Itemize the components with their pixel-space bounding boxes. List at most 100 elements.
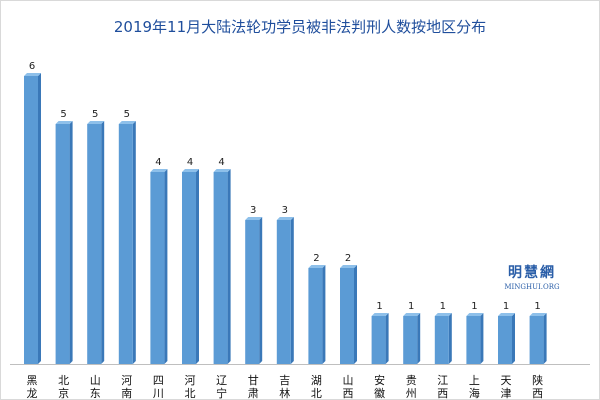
data-label: 2 — [313, 253, 319, 264]
x-tick-label: 西 — [437, 387, 448, 400]
logo-url: MINGHUI.ORG — [504, 283, 560, 291]
bar-top — [371, 313, 389, 316]
bar-side — [322, 265, 326, 364]
data-label: 1 — [471, 301, 477, 312]
x-tick-label: 贵 — [406, 374, 417, 387]
bar — [498, 316, 512, 364]
x-tick-label: 河 — [185, 374, 196, 387]
bar — [529, 316, 544, 364]
x-tick-label: 北 — [311, 387, 322, 400]
bar-side — [227, 169, 231, 364]
x-tick-label: 林 — [279, 386, 290, 400]
bar-side — [385, 313, 389, 364]
data-label: 3 — [250, 205, 256, 216]
x-tick-label: 南 — [121, 387, 132, 400]
x-tick-label: 宁 — [216, 386, 227, 400]
x-tick-label: 上 — [469, 374, 480, 387]
x-tick-label: 川 — [153, 387, 164, 400]
x-tick-label: 安 — [374, 373, 385, 387]
data-label: 1 — [376, 301, 382, 312]
bar-side — [69, 121, 73, 364]
data-label: 5 — [92, 109, 98, 120]
bar-side — [480, 313, 484, 364]
bar-top — [182, 169, 199, 172]
bar-side — [543, 313, 547, 364]
bar-side — [290, 217, 294, 364]
bar-side — [38, 73, 41, 364]
x-tick-label: 湖 — [311, 374, 322, 387]
x-tick-label: 山 — [343, 374, 354, 387]
bar — [245, 220, 260, 364]
x-tick-label: 天 — [501, 374, 512, 387]
x-tick-label: 西 — [343, 387, 354, 400]
bar-top — [24, 73, 41, 76]
x-tick-label: 海 — [469, 386, 480, 400]
data-label: 4 — [187, 157, 193, 168]
bar — [308, 268, 323, 364]
chart-title: 2019年11月大陆法轮功学员被非法判刑人数按地区分布 — [113, 18, 487, 36]
data-label: 1 — [440, 301, 446, 312]
bar — [403, 316, 418, 364]
bar — [24, 76, 38, 364]
x-tick-label: 津 — [501, 387, 512, 400]
data-label: 2 — [345, 253, 351, 264]
bar — [182, 172, 196, 364]
x-tick-label: 西 — [532, 387, 543, 400]
bar — [340, 268, 354, 364]
x-tick-label: 辽 — [216, 374, 227, 387]
x-tick-label: 四 — [153, 374, 164, 387]
x-tick-label: 甘 — [248, 374, 259, 387]
bar — [55, 124, 70, 364]
x-tick-label: 山 — [90, 374, 101, 387]
bar-top — [245, 217, 263, 220]
x-tick-label: 徽 — [374, 386, 385, 400]
data-label: 1 — [503, 301, 509, 312]
data-label: 1 — [534, 301, 540, 312]
x-tick-label: 河 — [121, 374, 132, 387]
bar-side — [101, 121, 105, 364]
bar — [434, 316, 449, 364]
bar-top — [118, 121, 136, 124]
data-label: 1 — [408, 301, 414, 312]
bar-side — [196, 169, 199, 364]
bar-side — [512, 313, 515, 364]
data-label: 3 — [282, 205, 288, 216]
x-tick-label: 东 — [90, 387, 101, 400]
data-label: 6 — [29, 61, 35, 72]
bar-top — [466, 313, 484, 316]
bar — [118, 124, 133, 364]
data-label: 5 — [60, 109, 66, 120]
bar-top — [403, 313, 421, 316]
data-label: 4 — [218, 157, 224, 168]
x-tick-label: 北 — [185, 387, 196, 400]
bar-top — [498, 313, 515, 316]
x-tick-label: 陕 — [532, 373, 543, 387]
bar-top — [87, 121, 105, 124]
x-tick-label: 肃 — [248, 387, 259, 400]
bar-top — [529, 313, 547, 316]
bar-side — [448, 313, 452, 364]
bar-top — [55, 121, 73, 124]
bar-side — [259, 217, 263, 364]
minghui-logo: 明慧網 MINGHUI.ORG — [492, 262, 572, 291]
bar-side — [132, 121, 136, 364]
bar-side — [417, 313, 421, 364]
x-tick-label: 黑 — [27, 374, 38, 387]
bar — [87, 124, 102, 364]
bar-top — [340, 265, 357, 268]
bar — [213, 172, 228, 364]
bar — [150, 172, 165, 364]
x-tick-label: 龙 — [27, 387, 38, 400]
x-tick-label: 州 — [406, 387, 417, 400]
bar — [466, 316, 481, 364]
bar-top — [150, 169, 168, 172]
x-tick-label: 京 — [58, 386, 69, 400]
bar-top — [276, 217, 294, 220]
x-tick-label: 吉 — [279, 374, 290, 387]
bar-side — [354, 265, 357, 364]
x-tick-label: 北 — [58, 374, 69, 387]
bar — [371, 316, 386, 364]
bar-top — [213, 169, 231, 172]
bar-side — [164, 169, 168, 364]
